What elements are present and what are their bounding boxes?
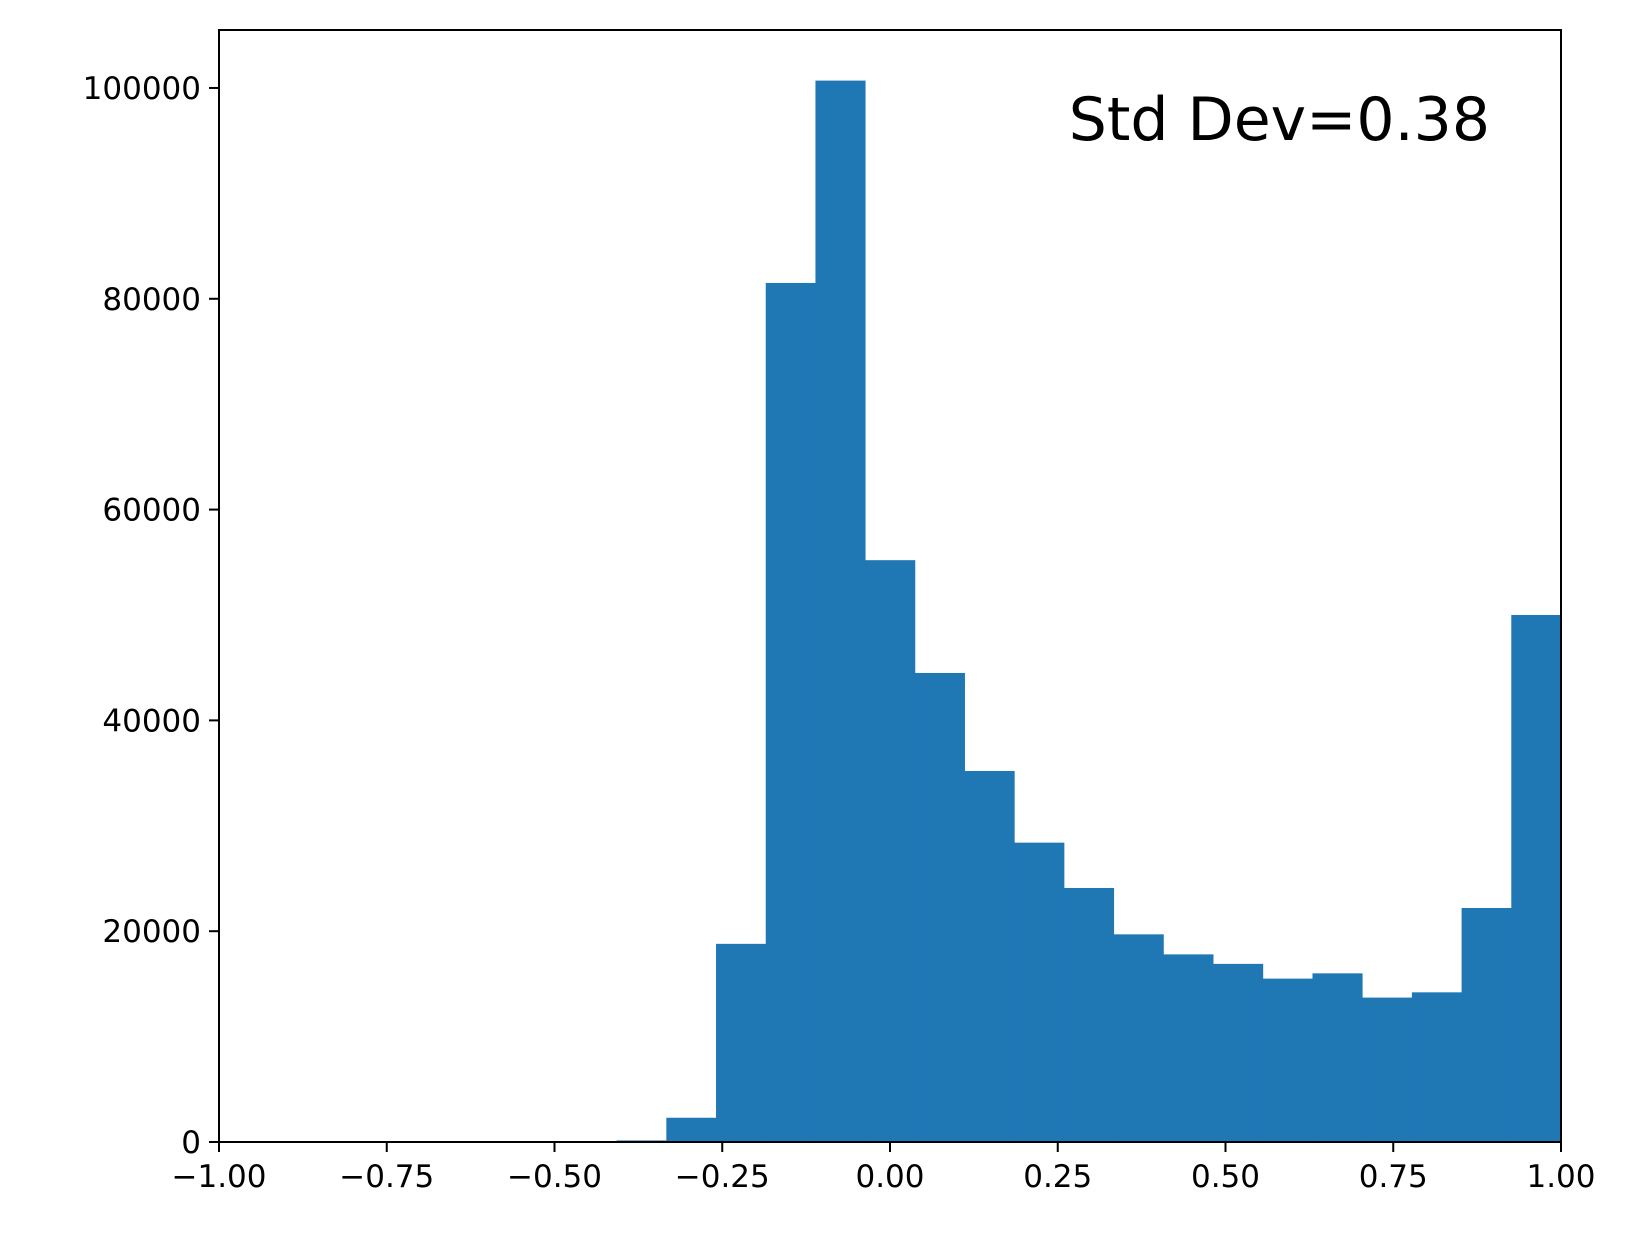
plot-frame	[218, 29, 1562, 1143]
y-tick-label: 20000	[102, 914, 201, 950]
histogram-bar	[1312, 973, 1363, 1142]
x-tick-label: 0.50	[1191, 1159, 1260, 1195]
histogram-bar	[1213, 963, 1264, 1142]
std-dev-annotation: Std Dev=0.38	[1069, 85, 1490, 155]
histogram-bar	[815, 80, 866, 1142]
x-tick-label: −0.50	[507, 1159, 602, 1195]
x-tick-label: 1.00	[1526, 1159, 1595, 1195]
x-tick-label: −0.25	[675, 1159, 770, 1195]
histogram-bar	[716, 943, 767, 1142]
y-tick-label: 40000	[102, 703, 201, 739]
histogram-bar	[1262, 978, 1313, 1142]
histogram-bar	[765, 282, 816, 1143]
y-tick-label: 0	[181, 1125, 201, 1161]
histogram-bar	[1461, 908, 1512, 1142]
histogram-bar	[1014, 842, 1065, 1142]
histogram-bar	[1362, 997, 1413, 1142]
histogram-bar	[1063, 887, 1115, 1142]
histogram-bar	[1163, 954, 1214, 1142]
histogram-bar	[666, 1117, 717, 1142]
y-tick-label: 80000	[102, 282, 201, 318]
x-tick-label: −0.75	[339, 1159, 434, 1195]
x-tick-label: −1.00	[172, 1159, 267, 1195]
histogram-bar	[914, 672, 965, 1142]
histogram-bar	[964, 770, 1015, 1142]
x-tick-label: 0.75	[1359, 1159, 1428, 1195]
histogram-bar	[1411, 992, 1462, 1142]
x-tick-label: 0.00	[855, 1159, 924, 1195]
histogram-bar	[865, 560, 916, 1142]
histogram-bar	[1113, 934, 1164, 1142]
x-tick-label: 0.25	[1023, 1159, 1092, 1195]
ticks-layer: −1.00 −0.75 −0.50 −0.25 0.00 0.25 0.50 0.75 1.00…	[83, 71, 1596, 1195]
histogram-bar	[1511, 614, 1562, 1142]
bars-layer	[616, 80, 1562, 1143]
y-tick-label: 60000	[102, 493, 201, 529]
y-tick-label: 100000	[83, 71, 201, 107]
